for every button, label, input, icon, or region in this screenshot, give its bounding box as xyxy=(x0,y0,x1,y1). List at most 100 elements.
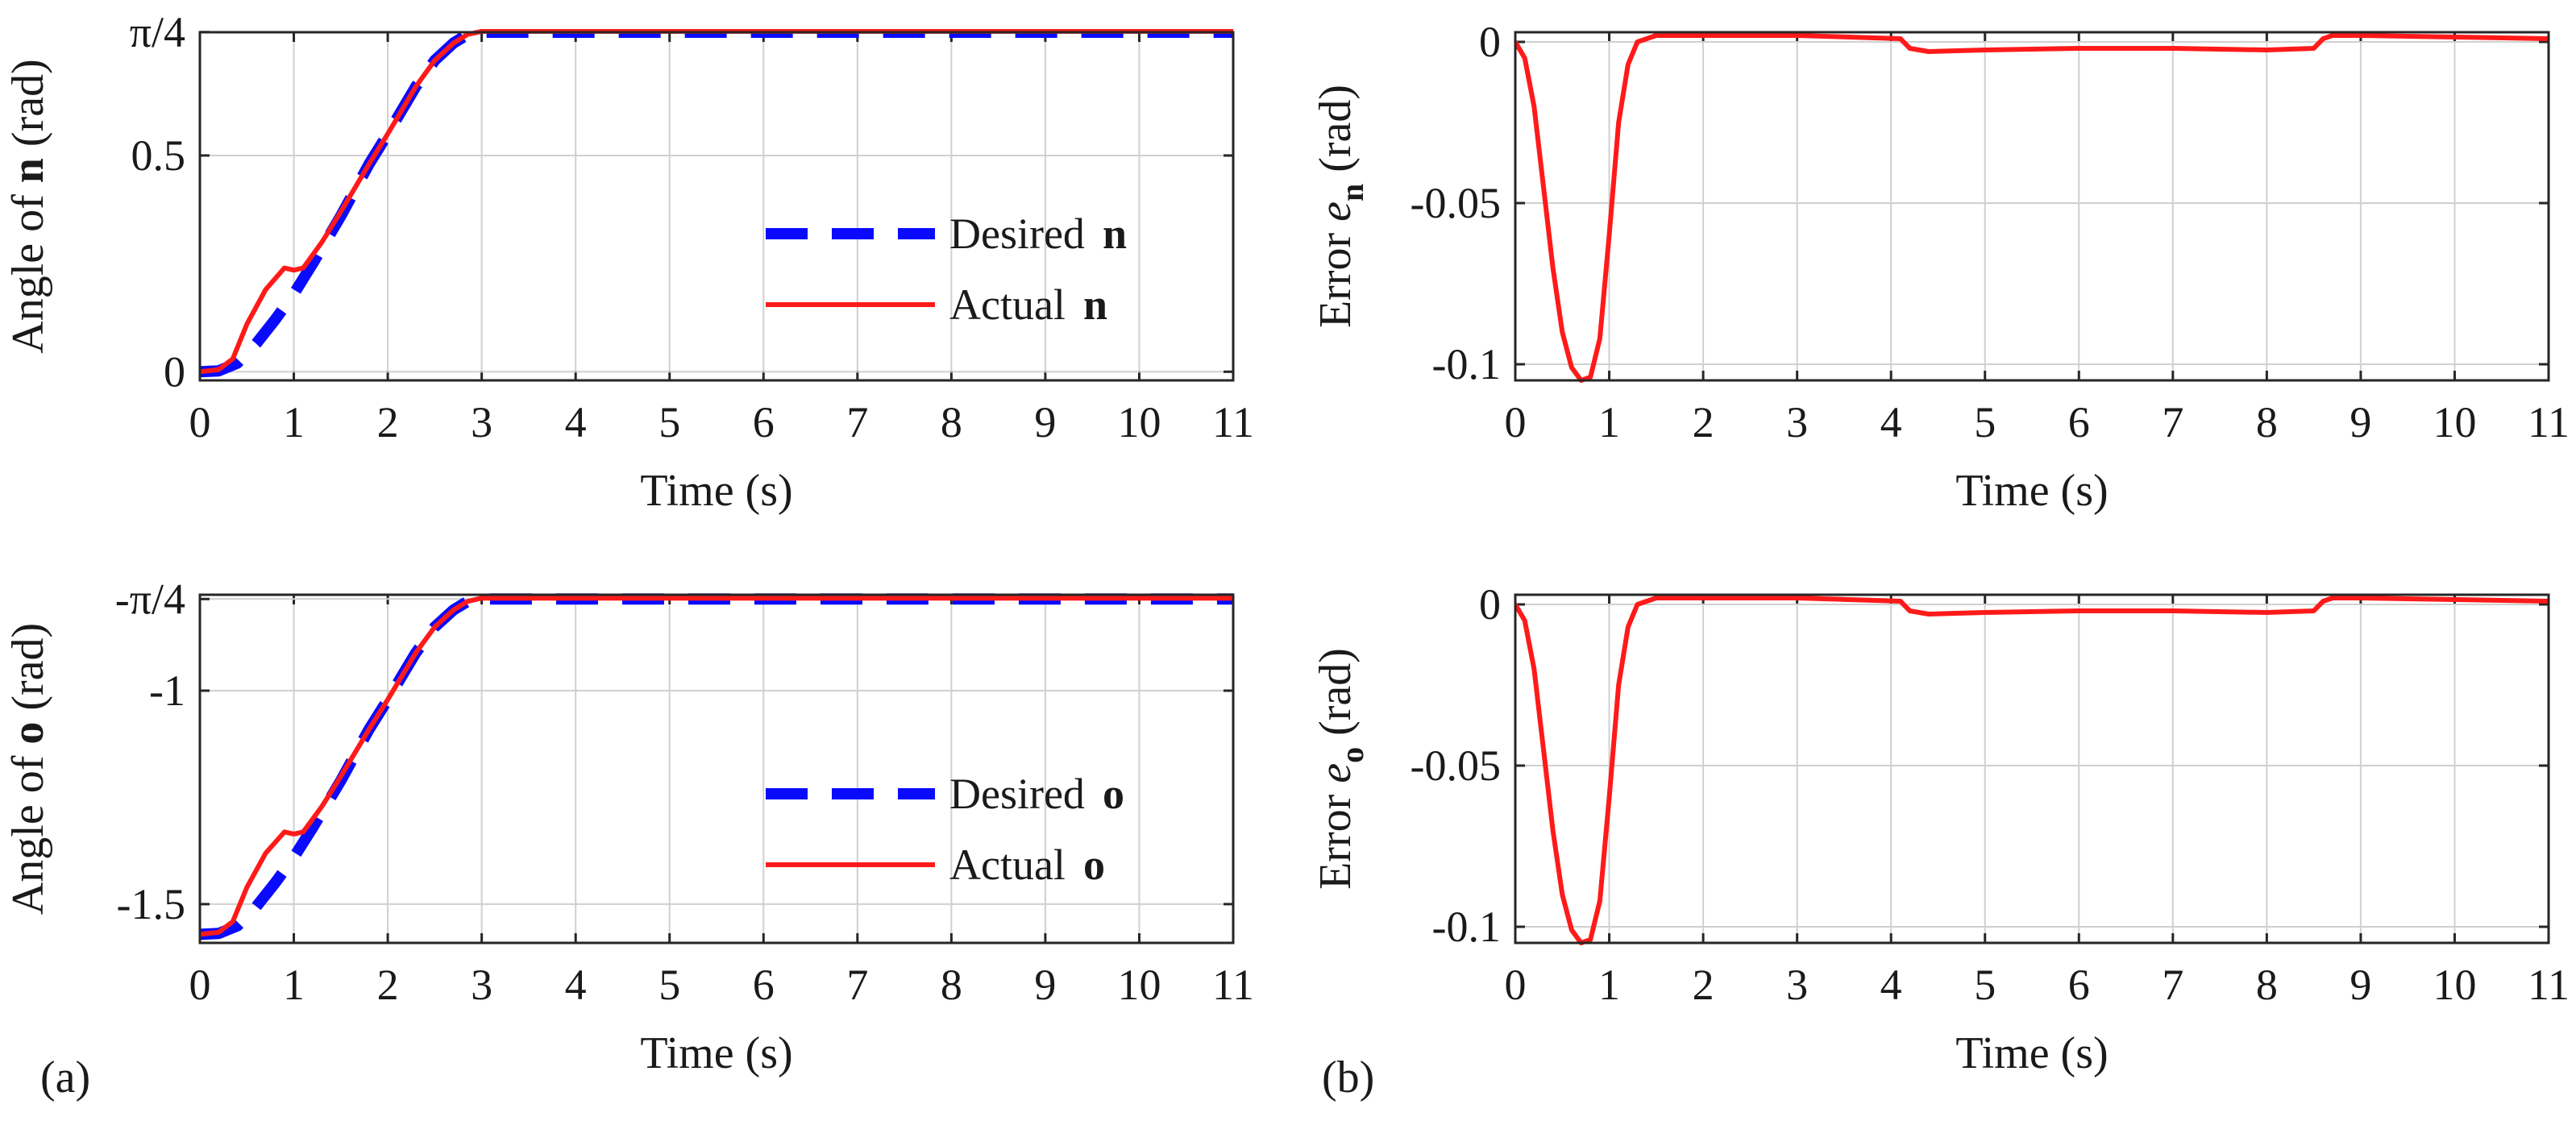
y-axis-label-suffix: (rad) xyxy=(3,623,53,722)
series-line-desired-n xyxy=(200,29,1233,378)
x-tick-label: 11 xyxy=(2528,398,2570,446)
x-tick-label: 4 xyxy=(565,398,587,446)
y-axis-label-suffix: (rad) xyxy=(1311,85,1361,184)
x-tick-label: 0 xyxy=(189,961,211,1009)
x-tick-label: 3 xyxy=(471,961,492,1009)
x-tick-label: 11 xyxy=(2528,961,2570,1009)
series-line-actual-o xyxy=(200,596,1233,937)
x-tick-label: 3 xyxy=(1786,961,1808,1009)
y-axis-label-prefix: Error xyxy=(1311,222,1361,328)
y-axis-label-suffix: (rad) xyxy=(3,59,53,158)
legend-text: Actual xyxy=(949,841,1066,889)
y-tick-label: 0 xyxy=(1479,18,1501,66)
y-axis-label-prefix: Angle of xyxy=(3,183,53,354)
x-tick-label: 1 xyxy=(1598,398,1620,446)
y-tick-label: 0.5 xyxy=(131,131,186,180)
panel-label-a: (a) xyxy=(40,1052,90,1102)
x-tick-label: 5 xyxy=(659,961,680,1009)
y-tick-label: -0.1 xyxy=(1432,903,1501,951)
series-line-desired-o xyxy=(200,593,1233,940)
y-tick-label: 0 xyxy=(1479,580,1501,629)
x-tick-label: 8 xyxy=(2256,398,2278,446)
x-tick-label: 6 xyxy=(2068,398,2090,446)
x-tick-label: 7 xyxy=(846,398,868,446)
chart-a-bottom: 0 1 2 3 4 5 6 7 8 9 10 11 -π/4 -1 -1.5 Time (s) Angle of… xyxy=(3,575,1254,1078)
legend-label-actual: Actual o xyxy=(949,841,1105,889)
chart-b-top: 0 1 2 3 4 5 6 7 8 9 10 11 0 -0.05 -0.1 Time (s) Error en… xyxy=(1311,18,2570,516)
x-tick-label: 10 xyxy=(1117,961,1161,1009)
x-tick-label: 0 xyxy=(1505,398,1527,446)
y-tick-label: -π/4 xyxy=(115,575,185,623)
x-tick-label: 2 xyxy=(1693,398,1714,446)
x-tick-label: 10 xyxy=(2433,398,2476,446)
y-tick-label: -0.05 xyxy=(1411,179,1501,227)
x-tick-label: 2 xyxy=(377,961,399,1009)
y-axis-label-symbol: n xyxy=(3,158,53,183)
axes-frame xyxy=(198,593,1235,945)
y-axis-label-symbol: o xyxy=(3,722,53,745)
legend-label-actual: Actual n xyxy=(949,280,1107,329)
axes-frame xyxy=(1514,31,2550,382)
y-tick-label: -1 xyxy=(149,666,185,715)
legend-symbol: o xyxy=(1083,841,1105,889)
x-tick-label: 3 xyxy=(471,398,492,446)
y-tick-label: π/4 xyxy=(130,8,185,56)
x-tick-label: 10 xyxy=(1117,398,1161,446)
y-tick-label: -0.1 xyxy=(1432,340,1501,388)
legend-symbol: n xyxy=(1103,210,1127,258)
x-tick-label: 7 xyxy=(846,961,868,1009)
y-axis-label: Angle of o (rad) xyxy=(3,623,53,915)
x-axis-label: Time (s) xyxy=(640,1028,792,1078)
y-axis-label-prefix: Angle of xyxy=(3,745,53,915)
x-axis-label: Time (s) xyxy=(1955,466,2108,516)
x-tick-label: 2 xyxy=(1693,961,1714,1009)
chart-a-top: 0 1 2 3 4 5 6 7 8 9 10 11 0 0.5 π/4 Time (s) Angle of n … xyxy=(3,8,1254,516)
x-tick-label: 7 xyxy=(2162,961,2183,1009)
y-axis-label-prefix: Error xyxy=(1311,783,1361,890)
x-tick-label: 1 xyxy=(1598,961,1620,1009)
axes-frame xyxy=(198,31,1235,382)
x-tick-label: 5 xyxy=(659,398,680,446)
axes-frame xyxy=(1514,593,2550,945)
x-tick-label: 8 xyxy=(941,961,962,1009)
x-tick-label: 0 xyxy=(1505,961,1527,1009)
x-tick-label: 1 xyxy=(283,398,305,446)
series-line-error-e-o xyxy=(1515,596,2549,945)
x-tick-label: 9 xyxy=(1034,398,1056,446)
x-tick-label: 9 xyxy=(2350,961,2371,1009)
legend-label-desired: Desired n xyxy=(949,210,1127,258)
y-axis-label: Error en (rad) xyxy=(1311,85,1370,328)
x-tick-label: 4 xyxy=(1880,398,1902,446)
legend: Desired n Actual n xyxy=(766,210,1127,329)
legend-text: Actual xyxy=(949,280,1066,329)
y-tick-label: 0 xyxy=(164,347,185,396)
y-axis-label: Angle of n (rad) xyxy=(3,59,53,353)
x-tick-label: 1 xyxy=(283,961,305,1009)
x-tick-label: 6 xyxy=(753,398,775,446)
x-tick-label: 9 xyxy=(1034,961,1056,1009)
x-axis-label: Time (s) xyxy=(640,466,792,516)
series-line-error-e-n xyxy=(1515,33,2549,383)
x-tick-label: 11 xyxy=(1212,398,1254,446)
x-tick-label: 7 xyxy=(2162,398,2183,446)
x-tick-label: 10 xyxy=(2433,961,2476,1009)
x-tick-label: 5 xyxy=(1974,961,1996,1009)
x-tick-label: 5 xyxy=(1974,398,1996,446)
y-tick-label: -0.05 xyxy=(1411,741,1501,790)
legend-text: Desired xyxy=(949,210,1085,258)
legend-text: Desired xyxy=(949,770,1085,818)
x-tick-label: 2 xyxy=(377,398,399,446)
x-tick-label: 8 xyxy=(2256,961,2278,1009)
y-axis-label-variable: e xyxy=(1311,201,1361,222)
x-tick-label: 8 xyxy=(941,398,962,446)
x-tick-label: 9 xyxy=(2350,398,2371,446)
y-axis-label-suffix: (rad) xyxy=(1311,648,1361,747)
y-axis-label-subscript: o xyxy=(1334,747,1370,763)
x-tick-label: 11 xyxy=(1212,961,1254,1009)
x-tick-label: 0 xyxy=(189,398,211,446)
y-axis-label: Error eo (rad) xyxy=(1311,648,1370,890)
legend-symbol: o xyxy=(1103,770,1124,818)
y-axis-label-subscript: n xyxy=(1334,184,1370,201)
